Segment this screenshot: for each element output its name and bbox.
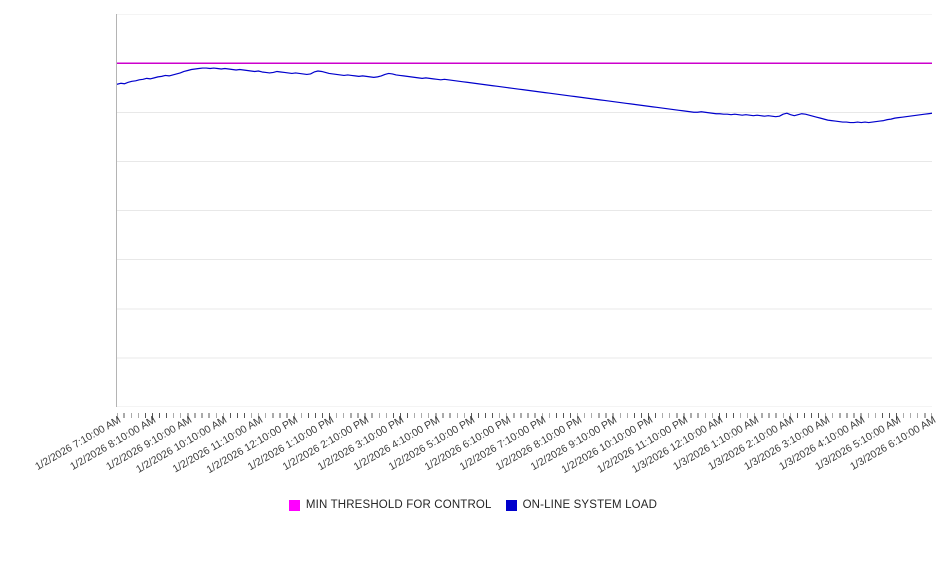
legend-color-swatch: [505, 499, 517, 511]
y-axis-spine: [116, 14, 117, 407]
legend-entry[interactable]: MIN THRESHOLD FOR CONTROL: [288, 499, 492, 511]
chart-legend: MIN THRESHOLD FOR CONTROL ON-LINE SYSTEM …: [0, 496, 946, 514]
series-line-on-line-system-load: [117, 67, 932, 124]
x-axis-ticks: [116, 413, 933, 420]
x-axis-tick-band: [116, 407, 933, 420]
legend-color-swatch: [288, 499, 300, 511]
gridlines: [117, 14, 932, 407]
legend-label: ON-LINE SYSTEM LOAD: [522, 499, 658, 511]
load-chart: 1/2/2026 7:10:00 AM 1/2/2026 8:10:00 AM 1/…: [0, 14, 946, 514]
legend-label: MIN THRESHOLD FOR CONTROL: [305, 499, 492, 511]
plot-canvas: [117, 14, 932, 407]
x-axis-labels: 1/2/2026 7:10:00 AM 1/2/2026 8:10:00 AM 1/…: [0, 414, 946, 494]
plot-area: [117, 14, 932, 407]
legend-entry[interactable]: ON-LINE SYSTEM LOAD: [505, 499, 658, 511]
